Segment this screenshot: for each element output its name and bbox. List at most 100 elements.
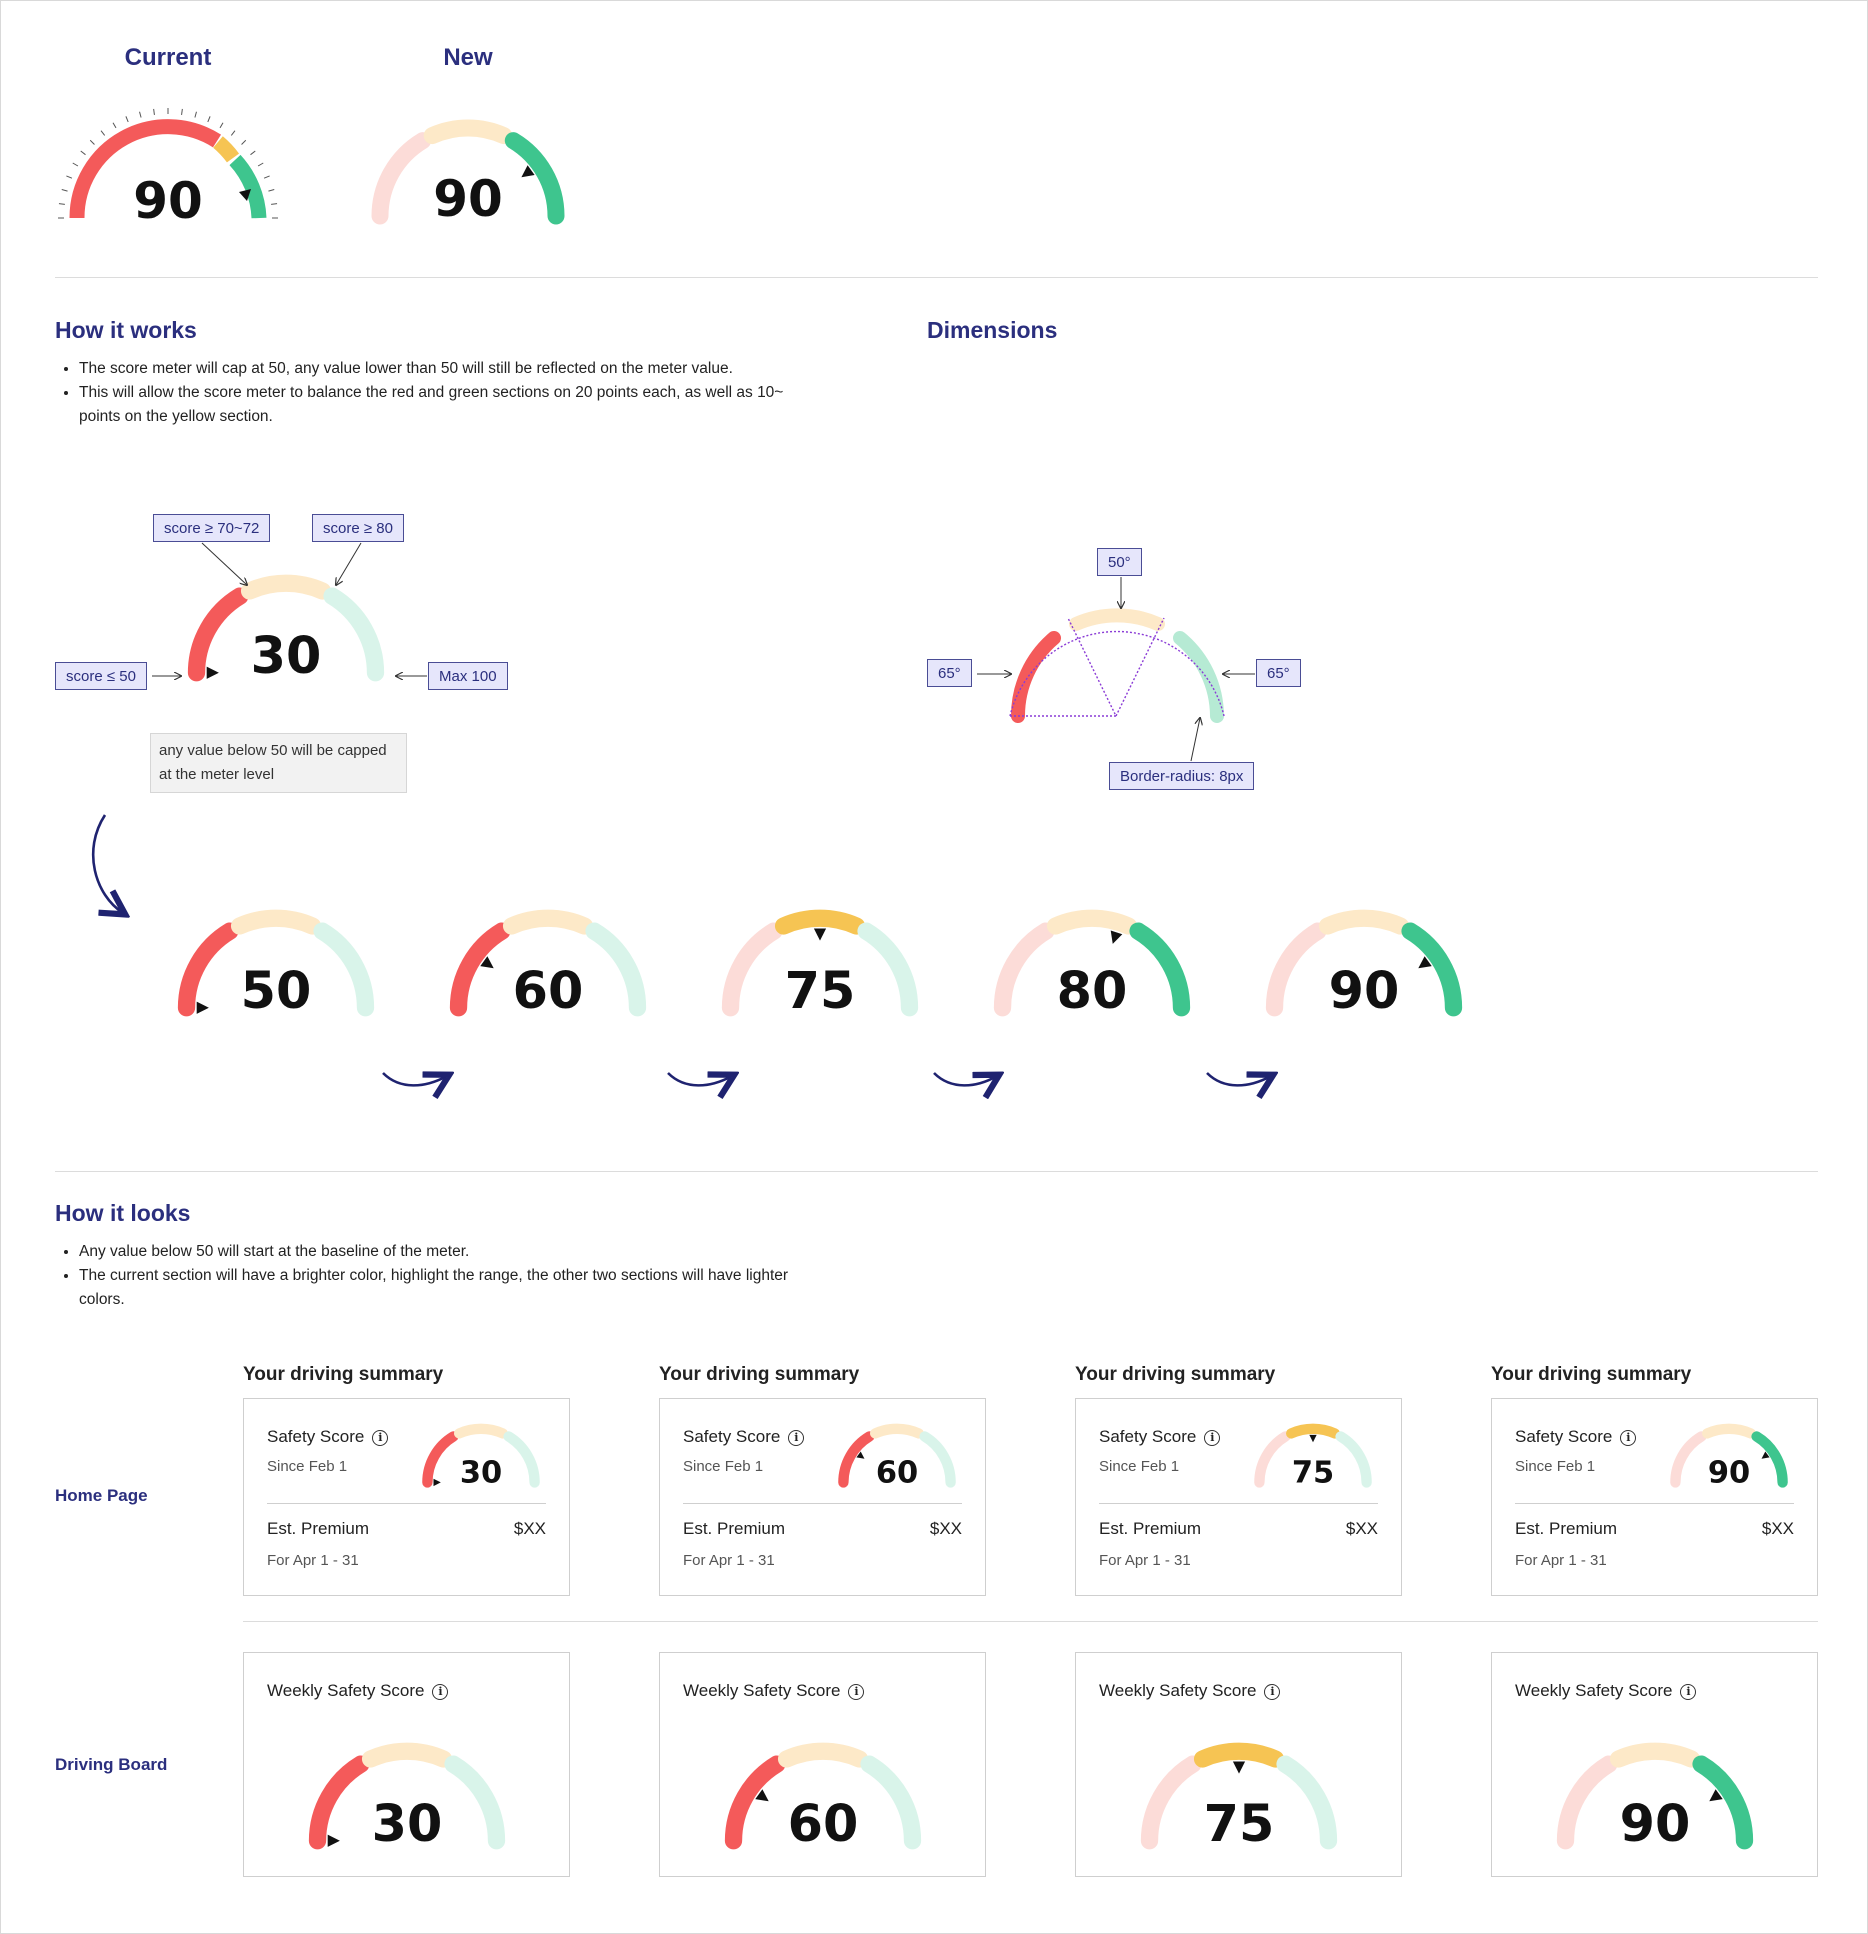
info-icon[interactable]: i [1680,1684,1697,1700]
weekly-gauge-green-section [1692,1755,1754,1850]
new-gauge: 90 [358,112,578,230]
home-summary-card[interactable]: Safety Score i Since Feb 1 Est. Premium $… [659,1398,986,1596]
how-it-looks-bullets: Any value below 50 will start at the bas… [55,1240,799,1312]
mini-gauge: 30 [414,1419,548,1491]
weekly-gauge-score: 90 [1620,1794,1691,1853]
weekly-score-card[interactable]: Weekly Safety Score i 90 [1491,1652,1818,1877]
gauge-tick [66,175,73,179]
gauge-tick [89,139,95,145]
weekly-gauge-green-section [444,1755,506,1850]
est-premium-label: Est. Premium [683,1519,786,1538]
gauge-tick [219,122,224,129]
mini-gauge-score: 30 [460,1455,502,1490]
sequence-gauge-yellow-section [502,909,594,935]
driving-board-label: Driving Board [55,1755,168,1774]
mini-gauge-yellow-section [454,1423,508,1439]
sequence-gauge-score: 50 [241,961,312,1020]
card-divider [1099,1503,1378,1504]
home-summary-card[interactable]: Safety Score i Since Feb 1 Est. Premium $… [243,1398,570,1596]
dimensions-wedge [1115,617,1165,717]
mini-gauge-red-section [1670,1431,1707,1488]
sequence-gauge: 90 [1251,902,1477,1022]
tag-top-angle: 50° [1097,548,1142,576]
info-icon[interactable]: i [372,1430,389,1446]
divider-1 [55,277,1818,278]
how-it-looks-title: How it looks [55,1200,191,1226]
weekly-safety-label: Weekly Safety Score i [267,1681,449,1701]
triangle-pointer-icon [1418,956,1432,969]
gauge-tick [72,162,79,167]
current-gauge-yellow [213,136,240,163]
mini-gauge-score: 90 [1708,1455,1750,1490]
weekly-score-card[interactable]: Weekly Safety Score i 60 [659,1652,986,1877]
mini-gauge-score: 60 [876,1455,918,1490]
weekly-score-card[interactable]: Weekly Safety Score i 75 [1075,1652,1402,1877]
how-it-works-title: How it works [55,317,197,343]
triangle-pointer-icon [1110,930,1123,944]
gauge-tick [61,189,68,192]
mini-gauge: 90 [1662,1419,1796,1491]
gauge-tick [80,150,86,156]
tag-right-angle: 65° [1256,659,1301,687]
new-gauge-red-section [371,132,432,225]
how-it-looks-bullet: Any value below 50 will start at the bas… [79,1240,799,1264]
how-it-works-bullets: The score meter will cap at 50, any valu… [55,357,789,429]
card-divider [1515,1503,1794,1504]
new-gauge-green-section [504,132,565,225]
weekly-gauge-score: 30 [372,1794,443,1853]
mini-gauge-green-section [1751,1431,1788,1488]
weekly-safety-label: Weekly Safety Score i [1099,1681,1281,1701]
gauge-tick [100,130,106,136]
since-date: Since Feb 1 [683,1458,764,1475]
triangle-pointer-icon [1232,1761,1246,1774]
sequence-gauge-score: 90 [1329,961,1400,1020]
weekly-gauge: 90 [1542,1735,1768,1855]
gauge-tick [271,203,278,205]
sequence-gauge: 80 [979,902,1205,1022]
divider-3 [243,1621,1818,1622]
sequence-gauge-red-section [993,922,1055,1017]
premium-period: For Apr 1 - 31 [1515,1552,1607,1569]
home-summary-card[interactable]: Safety Score i Since Feb 1 Est. Premium $… [1491,1398,1818,1596]
mini-gauge: 60 [830,1419,964,1491]
example-gauge-score: 30 [251,626,322,685]
how-it-looks-bullet: The current section will have a brighter… [79,1264,799,1312]
weekly-gauge-red-section [1140,1755,1202,1850]
driving-summary-title: Your driving summary [1491,1364,1692,1385]
home-summary-card[interactable]: Safety Score i Since Feb 1 Est. Premium $… [1075,1398,1402,1596]
current-score: 90 [133,172,203,230]
weekly-gauge-score: 60 [788,1794,859,1853]
info-icon[interactable]: i [848,1684,865,1700]
sequence-gauge-score: 60 [513,961,584,1020]
dimensions-gauge [1009,608,1225,723]
divider-2 [55,1171,1818,1172]
sequence-gauge-score: 80 [1057,961,1128,1020]
sequence-gauge-red-section [1265,922,1327,1017]
weekly-score-card[interactable]: Weekly Safety Score i 30 [243,1652,570,1877]
info-icon[interactable]: i [1204,1430,1221,1446]
current-gauge-green [229,154,267,219]
est-premium-value: $XX [1761,1519,1794,1538]
sequence-gauge: 50 [163,902,389,1022]
premium-period: For Apr 1 - 31 [683,1552,775,1569]
dimensions-green [1173,631,1224,723]
sequence-gauge-green-section [1129,922,1191,1017]
premium-period: For Apr 1 - 31 [1099,1552,1191,1569]
weekly-gauge: 60 [710,1735,936,1855]
sequence-gauge-yellow-section [1046,909,1138,935]
current-gauge-ticks [58,108,278,219]
info-icon[interactable]: i [788,1430,805,1446]
info-icon[interactable]: i [1264,1684,1281,1700]
gauge-tick [263,175,270,179]
tag-border-radius: Border-radius: 8px [1109,762,1255,790]
mini-gauge-score: 75 [1292,1455,1334,1490]
triangle-pointer-icon [480,956,494,969]
triangle-pointer-icon [755,1789,769,1802]
weekly-gauge-red-section [1556,1755,1618,1850]
sequence-gauge: 75 [707,902,933,1022]
mini-gauge-red-section [1254,1431,1291,1488]
weekly-gauge-yellow-section [361,1742,453,1768]
info-icon[interactable]: i [1620,1430,1637,1446]
info-icon[interactable]: i [432,1684,449,1700]
weekly-gauge: 30 [294,1735,520,1855]
